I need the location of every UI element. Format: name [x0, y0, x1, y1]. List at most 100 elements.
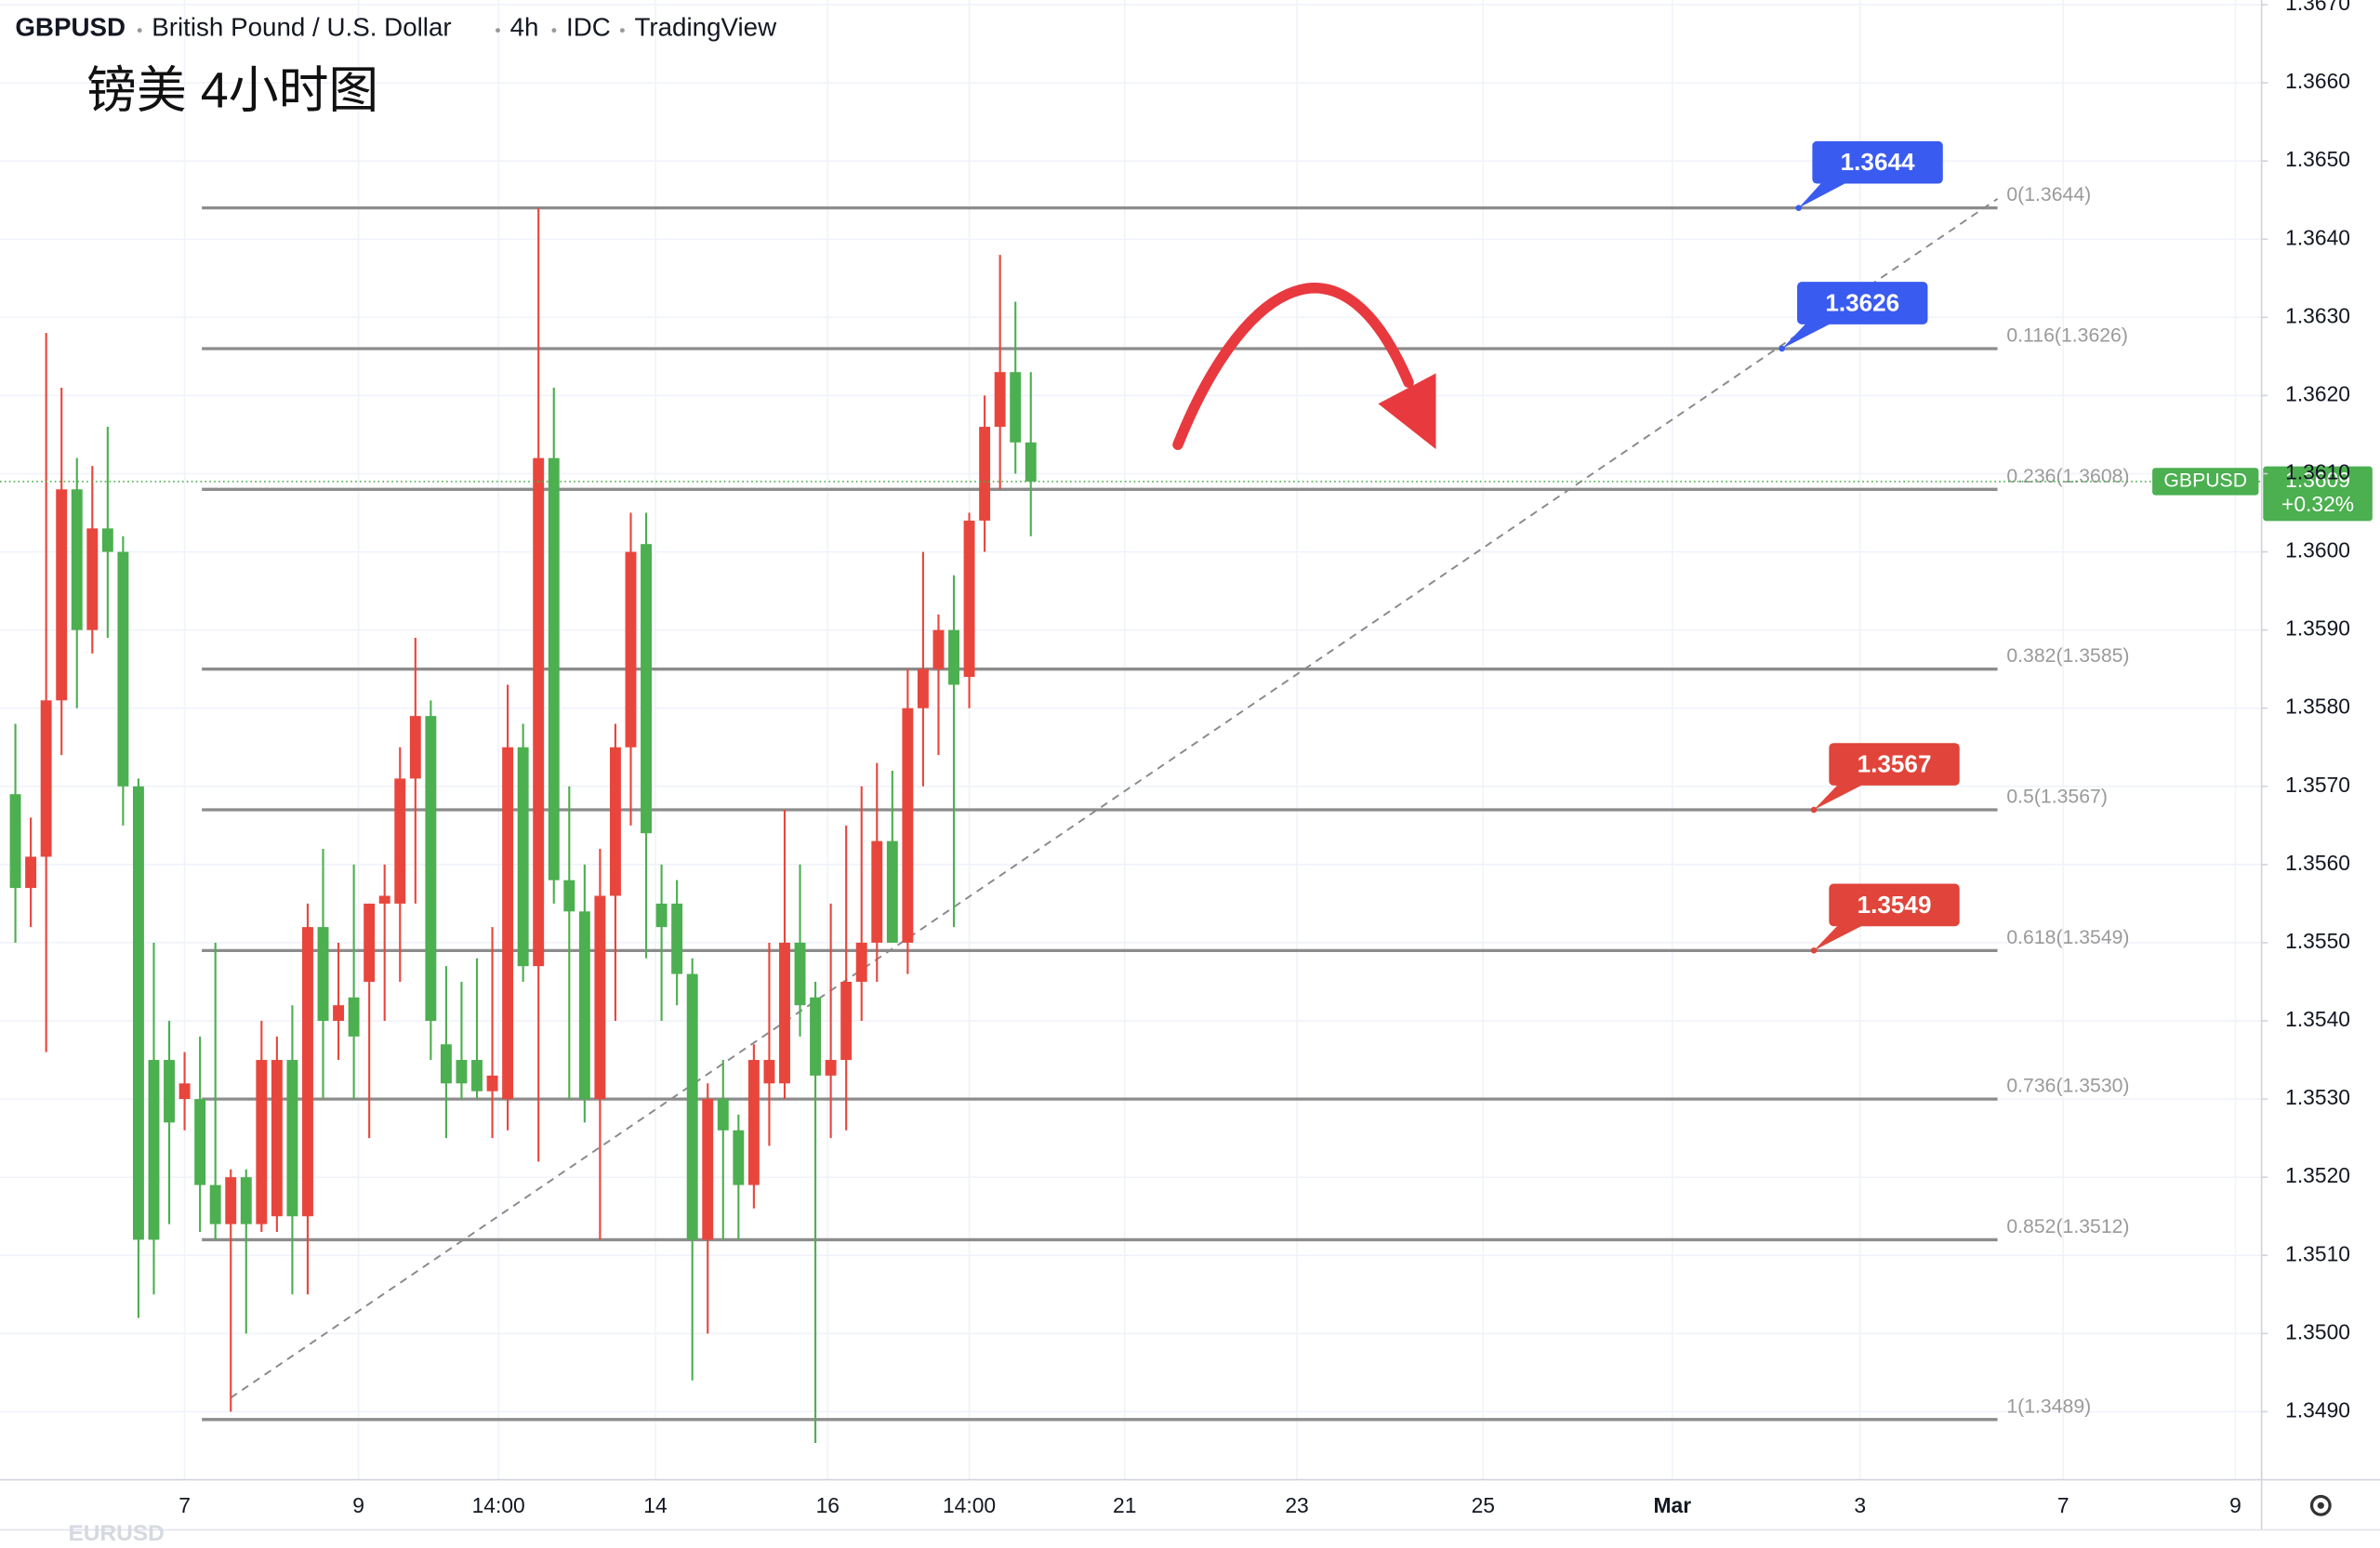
forecast-arrow	[1172, 283, 1414, 450]
candle-body	[886, 840, 898, 943]
candle-body	[686, 973, 698, 1240]
candle-body	[747, 1060, 760, 1185]
candle-body	[733, 1130, 745, 1185]
y-tick-label: 1.3520	[2285, 1163, 2350, 1187]
candle-body	[717, 1099, 729, 1131]
candle-body	[71, 489, 83, 630]
candle-body	[810, 997, 822, 1076]
x-tick-label: 9	[2229, 1493, 2241, 1517]
tag-anchor	[1810, 947, 1818, 954]
fib-label: 0.852(1.3512)	[2006, 1216, 2129, 1237]
tag-label: 1.3567	[1858, 750, 1932, 778]
candle-body	[533, 457, 545, 967]
candle-body	[456, 1060, 468, 1084]
candle-body	[271, 1060, 283, 1217]
fib-label: 0.5(1.3567)	[2006, 787, 2108, 808]
y-tick-label: 1.3580	[2285, 695, 2350, 719]
tag-box	[1829, 743, 1960, 786]
candle-body	[333, 1005, 345, 1022]
settings-gear-center	[2317, 1502, 2324, 1509]
axes: 1.3490 1.3500 1.3510 1.3520 1.3530 1.3540 1.35…	[178, 0, 2350, 1517]
candle-body	[825, 1060, 837, 1076]
candle-body	[855, 942, 867, 982]
header-item: British Pound / U.S. Dollar	[152, 12, 451, 41]
candle-body	[671, 903, 683, 974]
candle-body	[641, 544, 653, 834]
x-tick-label: 7	[178, 1493, 191, 1517]
forecast-arrow-head	[1378, 373, 1436, 450]
candle-body	[840, 981, 853, 1061]
y-tick-label: 1.3590	[2285, 616, 2350, 641]
tag-anchor	[1810, 806, 1818, 814]
candle-body	[794, 942, 806, 1006]
candle-body	[101, 528, 113, 552]
fib-label: 0.736(1.3530)	[2006, 1076, 2129, 1097]
tag-anchor	[1795, 205, 1802, 211]
candle-body	[625, 551, 637, 748]
x-tick-label: 21	[1113, 1493, 1136, 1517]
fib-label: 0.236(1.3608)	[2006, 466, 2129, 487]
header-item: 4h	[510, 12, 539, 41]
candle-body	[302, 927, 313, 1217]
fib-label: 0.116(1.3626)	[2006, 325, 2128, 347]
tag-box	[1797, 282, 1928, 324]
y-tick-label: 1.3540	[2285, 1007, 2350, 1031]
header-separator	[551, 28, 557, 33]
candle-body	[225, 1177, 237, 1224]
header-item: TradingView	[634, 12, 777, 41]
x-tick-label: 25	[1472, 1493, 1495, 1517]
x-tick-label: 14:00	[943, 1493, 996, 1517]
candle-body	[655, 903, 668, 928]
y-tick-label: 1.3570	[2285, 773, 2350, 797]
y-tick-label: 1.3640	[2285, 225, 2350, 249]
candle-body	[948, 629, 959, 685]
header-item: GBPUSD	[15, 12, 126, 41]
candle-body	[425, 716, 437, 1022]
y-tick-label: 1.3500	[2285, 1319, 2350, 1343]
y-tick-label: 1.3670	[2285, 0, 2350, 15]
y-tick-label: 1.3650	[2285, 147, 2350, 171]
candle-body	[178, 1083, 191, 1100]
candle-body	[1025, 442, 1037, 482]
settings-gear[interactable]	[2309, 1494, 2332, 1516]
candle-body	[702, 1099, 714, 1240]
candle-body	[763, 1060, 775, 1084]
tag-label: 1.3626	[1825, 289, 1899, 317]
candle-body	[486, 1075, 498, 1092]
candle-body	[609, 747, 621, 896]
candle-body	[409, 716, 421, 779]
candle-body	[9, 794, 21, 889]
candle-body	[517, 747, 529, 967]
candle-body	[86, 528, 99, 630]
tag-box	[1829, 883, 1960, 927]
candle-body	[979, 427, 991, 521]
candle-body	[148, 1060, 160, 1240]
candle-body	[25, 856, 37, 889]
symbol-label: GBPUSD	[2163, 470, 2247, 492]
y-tick-label: 1.3620	[2285, 381, 2350, 405]
candle-body	[117, 551, 129, 787]
header-separator	[619, 28, 625, 33]
candle-body	[240, 1177, 252, 1224]
header-separator	[496, 28, 500, 33]
y-tick-label: 1.3560	[2285, 851, 2350, 875]
y-tick-label: 1.3530	[2285, 1085, 2350, 1109]
x-tick-label: 14	[643, 1493, 668, 1517]
candle-body	[348, 997, 360, 1037]
candle-body	[779, 942, 790, 1084]
candle-body	[317, 927, 329, 1022]
candle-body	[256, 1060, 268, 1224]
y-tick-label: 1.3600	[2285, 538, 2350, 562]
x-tick-label: 16	[816, 1493, 840, 1517]
candle-body	[471, 1060, 483, 1092]
candle-body	[871, 840, 883, 943]
candle-body	[56, 489, 68, 701]
last-price-box	[2263, 466, 2373, 522]
header: GBPUSD British Pound / U.S. Dollar 4h IDC Tr…	[15, 12, 777, 41]
fib-label: 1(1.3489)	[2006, 1396, 2091, 1417]
tag-anchor	[1778, 345, 1785, 352]
symbol-box	[2152, 468, 2259, 496]
settings-icon[interactable]	[2309, 1494, 2332, 1516]
